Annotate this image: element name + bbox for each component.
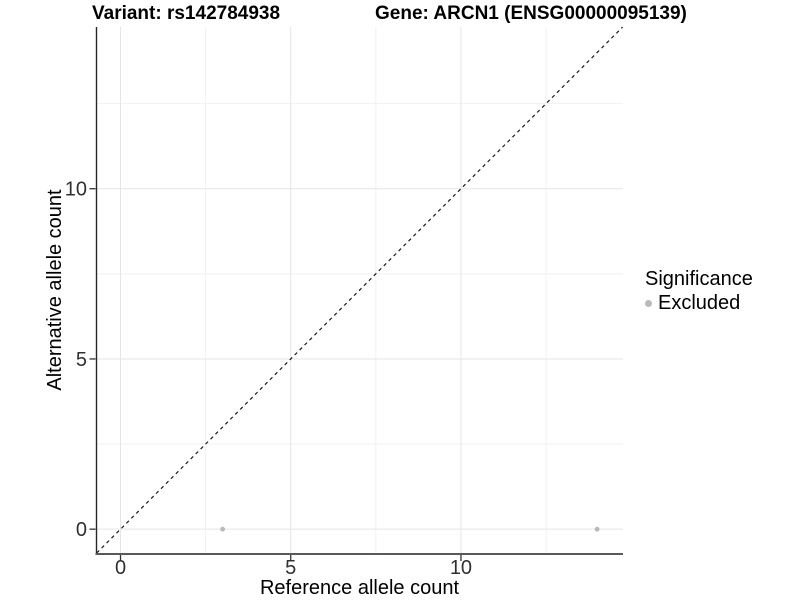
plot-title-variant: Variant: rs142784938: [92, 3, 281, 24]
x-tick-label: 5: [285, 557, 296, 579]
y-tick-label: 10: [65, 179, 87, 201]
legend-item-label: Excluded: [658, 292, 741, 314]
data-point: [220, 526, 226, 532]
y-tick-label: 0: [76, 519, 87, 541]
legend-title: Significance: [645, 268, 753, 290]
data-point: [594, 526, 600, 532]
y-tick-label: 5: [76, 349, 87, 371]
plot-title-gene: Gene: ARCN1 (ENSG00000095139): [375, 3, 687, 24]
x-tick-label: 0: [115, 557, 126, 579]
legend-item: Excluded: [645, 292, 753, 315]
legend: Significance Excluded: [645, 268, 753, 315]
x-tick-label: 10: [450, 557, 472, 579]
x-axis-title: Reference allele count: [259, 577, 459, 599]
legend-key-dot-icon: [645, 300, 652, 307]
identity-line: [96, 26, 624, 554]
y-axis-title: Alternative allele count: [44, 189, 66, 391]
